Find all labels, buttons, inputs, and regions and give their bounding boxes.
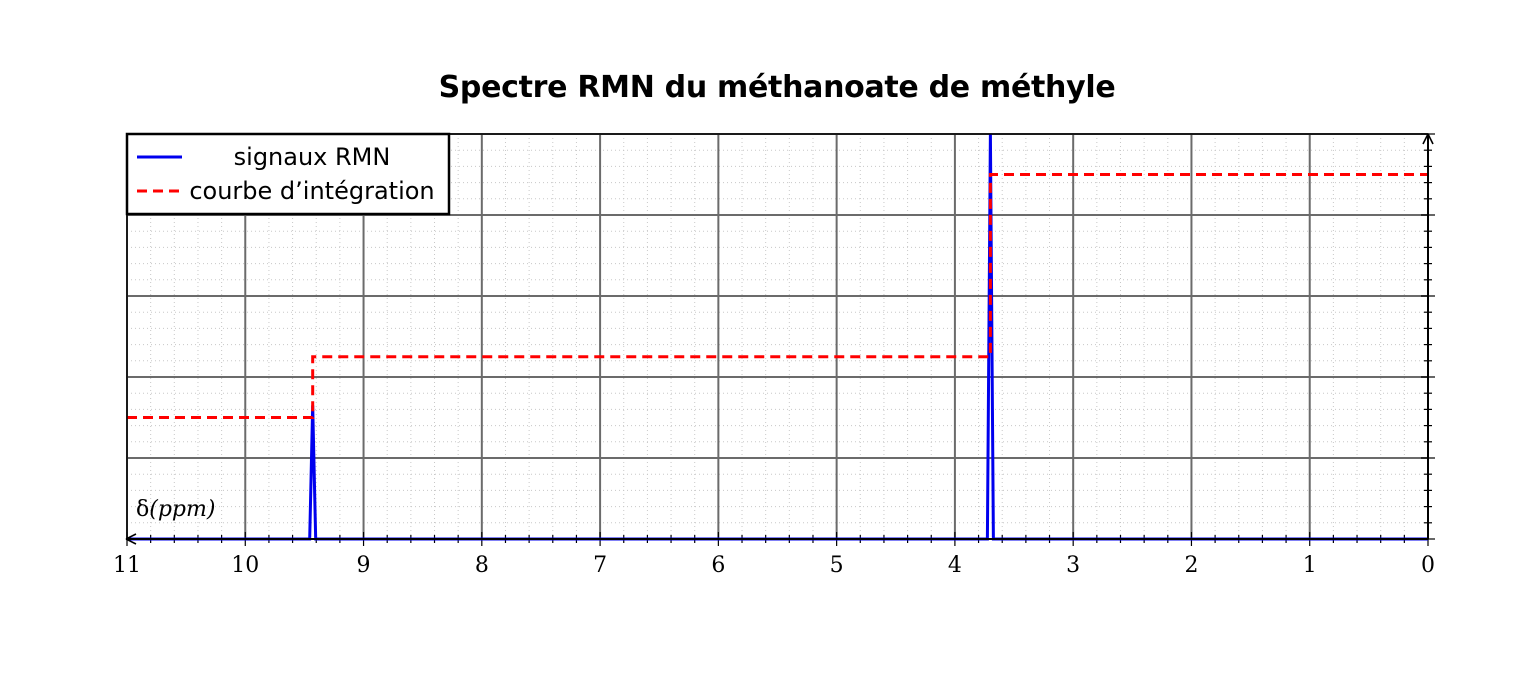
integration-curve <box>127 173 1428 419</box>
axes-layer <box>125 133 1434 545</box>
chart-title: Spectre RMN du méthanoate de méthyle <box>438 70 1116 105</box>
x-tick-label: 3 <box>1066 553 1080 578</box>
x-tick-label: 8 <box>475 553 489 578</box>
x-tick-label: 1 <box>1303 553 1317 578</box>
x-tick-label: 0 <box>1421 553 1435 578</box>
x-tick-label: 9 <box>357 553 371 578</box>
x-tick-label: 6 <box>711 553 725 578</box>
x-axis-label-symbol: δ <box>136 497 149 522</box>
y-axis-arrow <box>1422 133 1434 145</box>
x-tick-label: 7 <box>593 553 607 578</box>
legend-box <box>125 132 451 216</box>
x-tick-label: 11 <box>113 553 141 578</box>
x-tick-label: 10 <box>231 553 259 578</box>
x-tick-label: 2 <box>1184 553 1198 578</box>
legend: signaux RMN courbe d’intégration <box>125 132 451 216</box>
x-tick-label: 5 <box>830 553 844 578</box>
legend-label-1: signaux RMN <box>234 143 391 171</box>
tick-labels: 11 10 9 8 7 6 5 4 3 2 1 0 <box>113 553 1435 578</box>
x-axis-label-unit: (ppm) <box>149 497 215 522</box>
x-tick-label: 4 <box>948 553 962 578</box>
x-axis-arrow <box>125 533 137 545</box>
legend-label-2: courbe d’intégration <box>189 177 434 205</box>
x-axis-label: δ(ppm) <box>136 497 215 522</box>
